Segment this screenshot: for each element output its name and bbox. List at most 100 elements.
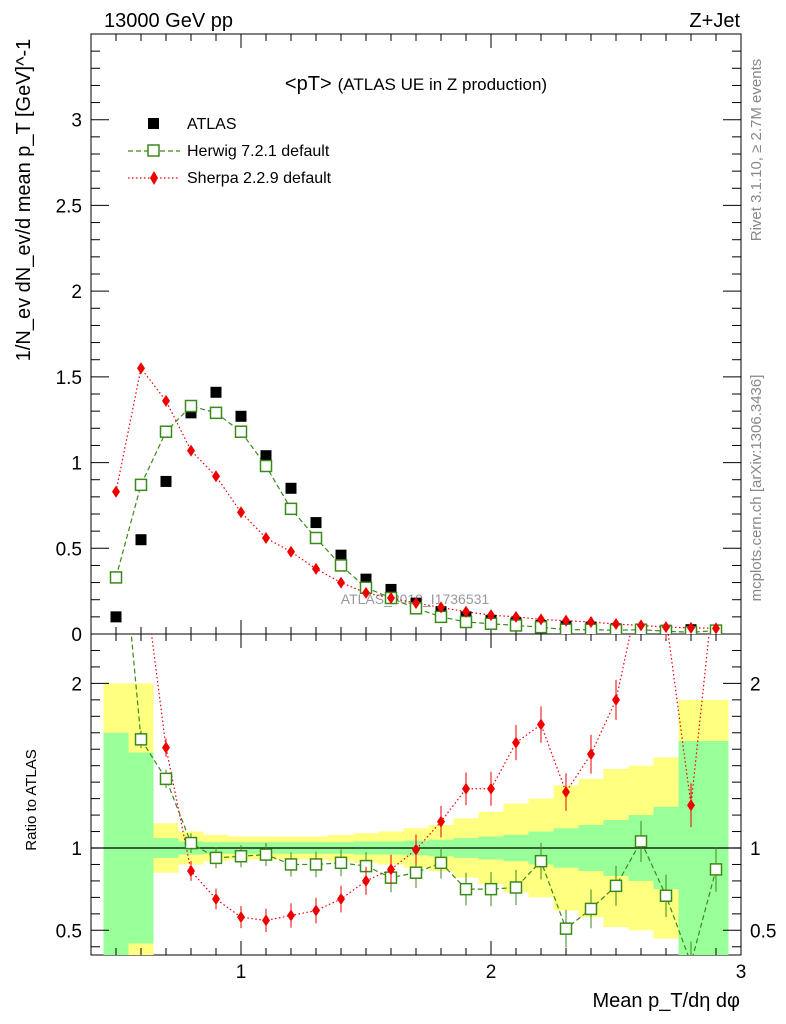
process-label: Z+Jet [689, 10, 740, 32]
herwig-ratio-point [184, 836, 198, 850]
ratio-tick-label-left: 2 [71, 674, 82, 695]
sherpa-point [612, 618, 620, 631]
sherpa-point [237, 506, 245, 519]
atlas-point [285, 482, 297, 494]
sherpa-point [437, 601, 445, 614]
herwig-point [259, 459, 273, 473]
sherpa-ratio-point [712, 562, 720, 574]
sherpa-point [387, 592, 395, 604]
sherpa-ratio-point [337, 893, 345, 906]
sherpa-point [462, 605, 470, 618]
herwig-point [209, 406, 223, 420]
ratio-tick-label-right: 1 [750, 839, 761, 860]
y-tick-label: 2.5 [56, 196, 82, 217]
herwig-point [184, 399, 198, 413]
x-axis-label: Mean p_T/dη dφ [593, 990, 741, 1012]
ratio-tick-label-right: 2 [750, 674, 761, 695]
atlas-point [210, 386, 222, 398]
sherpa-ratio-point [462, 782, 470, 795]
herwig-point [234, 425, 248, 438]
sherpa-ratio-point [137, 546, 145, 558]
atlas-point [185, 407, 197, 419]
sherpa-point [687, 621, 695, 634]
legend-label-sherpa: Sherpa 2.2.9 default [187, 170, 332, 187]
herwig-ratio-point [234, 849, 248, 863]
herwig-ratio-point [559, 922, 573, 935]
y-tick-label: 0 [71, 625, 82, 646]
sherpa-point [512, 610, 520, 623]
sherpa-point [287, 545, 295, 558]
y-tick-label: 0.5 [56, 539, 82, 560]
sherpa-ratio-point [687, 799, 695, 812]
ratio-tick-label-right: 0.5 [750, 921, 776, 942]
legend-label-herwig: Herwig 7.2.1 default [187, 143, 330, 160]
sherpa-ratio-point [287, 909, 295, 922]
herwig-point [284, 502, 298, 516]
sherpa-point [162, 394, 170, 407]
x-tick-label: 1 [236, 962, 247, 983]
title-main: <pT> [285, 73, 332, 95]
rivet-version-label: Rivet 3.1.10, ≥ 2.7M events [748, 59, 765, 242]
ratio-tick-label-left: 1 [71, 839, 82, 860]
sherpa-point [187, 444, 195, 457]
herwig-point [309, 531, 323, 545]
herwig-ratio-point [634, 835, 648, 848]
herwig-point [159, 425, 173, 438]
legend-marker-herwig [147, 144, 160, 157]
mcplots-label: mcplots.cern.ch [arXiv:1306.3436] [748, 375, 765, 602]
ratio-tick-label-left: 0.5 [56, 921, 82, 942]
sherpa-point [412, 597, 420, 610]
title-sub: (ATLAS UE in Z production) [338, 75, 547, 94]
sherpa-point [262, 532, 270, 544]
y-tick-label: 3 [71, 111, 82, 132]
sherpa-ratio-point [187, 865, 195, 878]
sherpa-point [537, 613, 545, 626]
sherpa-ratio-point [512, 736, 520, 749]
sherpa-ratio-point [562, 786, 570, 799]
legend-label-atlas: ATLAS [187, 116, 237, 133]
atlas-point [235, 410, 247, 422]
herwig-ratio-point [111, 464, 122, 475]
y-axis-label: 1/N_ev dN_ev/d mean p_T [GeV]^-1 [13, 39, 35, 362]
sherpa-ratio-point [437, 815, 445, 828]
atlas-point [335, 549, 347, 561]
atlas-point [310, 517, 322, 529]
sherpa-ratio-point [387, 863, 395, 876]
herwig-ratio-point [284, 858, 298, 871]
sherpa-point [337, 576, 345, 589]
herwig-ratio-point [609, 879, 623, 893]
sherpa-ratio-point [312, 904, 320, 917]
herwig-ratio-point [459, 882, 473, 896]
herwig-point [459, 615, 473, 629]
sherpa-ratio-point [637, 579, 645, 591]
sherpa-ratio-point [612, 693, 620, 706]
x-tick-label: 2 [486, 962, 497, 983]
atlas-point [160, 475, 172, 487]
legend: ATLAS Herwig 7.2.1 default Sherpa 2.2.9 … [128, 116, 332, 187]
herwig-ratio-point [686, 958, 697, 969]
sherpa-point [637, 619, 645, 632]
y-tick-label: 2 [71, 282, 82, 303]
herwig-ratio-point [659, 889, 673, 902]
green-band-segment [103, 732, 129, 955]
herwig-ratio-point [534, 854, 548, 868]
herwig-ratio-point [484, 882, 498, 896]
sherpa-ratio-point [212, 893, 220, 906]
atlas-point [385, 583, 397, 595]
sherpa-point [562, 614, 570, 627]
sherpa-ratio-point [537, 718, 545, 731]
y-tick-label: 1 [71, 454, 82, 475]
herwig-ratio-point [434, 856, 448, 870]
sherpa-ratio-point [262, 914, 270, 927]
plot-title: <pT> (ATLAS UE in Z production) [285, 73, 547, 95]
sherpa-line [115, 366, 717, 629]
herwig-ratio-point [209, 851, 223, 865]
sherpa-point [312, 562, 320, 575]
herwig-ratio-point [409, 866, 423, 879]
herwig-ratio-point [159, 772, 173, 786]
herwig-ratio-point [709, 863, 723, 876]
sherpa-point [112, 485, 120, 498]
ratio-series-group [111, 464, 723, 969]
sherpa-ratio-point [587, 748, 595, 761]
